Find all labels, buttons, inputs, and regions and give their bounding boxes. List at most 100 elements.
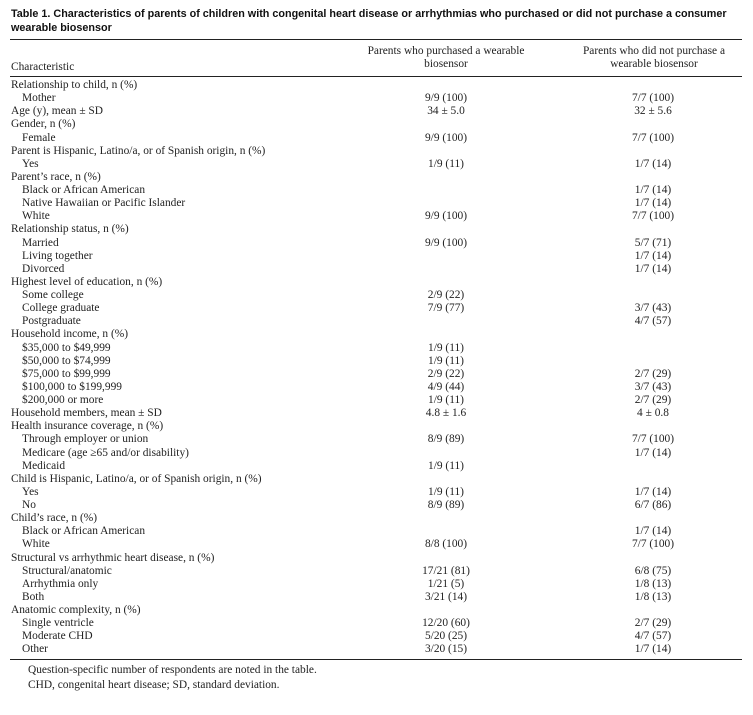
table-row: $100,000 to $199,999 4/9 (44) 3/7 (43) bbox=[0, 381, 753, 394]
not-purchased-value: 5/7 (71) bbox=[634, 236, 672, 249]
not-purchased-value: 1/7 (14) bbox=[634, 184, 672, 196]
purchased-value: 1/9 (11) bbox=[428, 485, 464, 498]
table-section-row: Anatomic complexity, n (%) bbox=[0, 604, 753, 617]
table-body: Relationship to child, n (%) Mother 9/9 (1… bbox=[0, 79, 753, 657]
row-label: Medicare (age ≥65 and/or disability) bbox=[22, 446, 189, 459]
row-label: Child is Hispanic, Latino/a, or of Spani… bbox=[11, 472, 262, 485]
purchased-value: 4/9 (44) bbox=[427, 380, 465, 393]
purchased-value: 5/20 (25) bbox=[424, 630, 468, 643]
not-purchased-value: 7/7 (100) bbox=[631, 131, 675, 144]
table-row: Yes 1/9 (11) 1/7 (14) bbox=[0, 158, 753, 171]
row-label: Structural/anatomic bbox=[22, 564, 112, 577]
row-label: Black or African American bbox=[22, 525, 146, 538]
row-label: Highest level of education, n (%) bbox=[11, 275, 163, 288]
not-purchased-value: 7/7 (100) bbox=[631, 210, 675, 223]
table-row: Mother 9/9 (100) 7/7 (100) bbox=[0, 92, 753, 105]
not-purchased-value: 1/7 (14) bbox=[634, 525, 672, 538]
row-label: $50,000 to $74,999 bbox=[22, 354, 111, 367]
row-label: Parent’s race, n (%) bbox=[11, 170, 101, 183]
row-label: Divorced bbox=[22, 262, 65, 275]
not-purchased-value: 32 ± 5.6 bbox=[634, 105, 672, 118]
row-label: White bbox=[22, 538, 50, 551]
header-purchased-line1: Parents who purchased a wearable bbox=[367, 45, 525, 57]
row-label: No bbox=[22, 499, 36, 511]
table-row: Native Hawaiian or Pacific Islander 1/7 (… bbox=[0, 197, 753, 210]
not-purchased-value: 6/7 (86) bbox=[634, 499, 672, 511]
purchased-value: 1/9 (11) bbox=[428, 354, 464, 367]
not-purchased-value: 3/7 (43) bbox=[634, 380, 672, 393]
row-label: Mother bbox=[22, 92, 56, 105]
purchased-value: 2/9 (22) bbox=[427, 367, 465, 380]
table-row: Medicare (age ≥65 and/or disability) 1/7 … bbox=[0, 447, 753, 460]
not-purchased-value: 4 ± 0.8 bbox=[637, 407, 669, 420]
purchased-value: 34 ± 5.0 bbox=[427, 105, 465, 118]
header-purchased-line2: biosensor bbox=[424, 58, 468, 70]
purchased-value: 1/21 (5) bbox=[427, 577, 465, 590]
not-purchased-value: 1/7 (14) bbox=[634, 485, 672, 498]
row-label: $75,000 to $99,999 bbox=[22, 367, 111, 380]
table-row: $35,000 to $49,999 1/9 (11) bbox=[0, 342, 753, 355]
table-section-row: Child is Hispanic, Latino/a, or of Spani… bbox=[0, 473, 753, 486]
row-label: Yes bbox=[22, 485, 39, 498]
table-row: College graduate 7/9 (77) 3/7 (43) bbox=[0, 302, 753, 315]
table-row: Arrhythmia only 1/21 (5) 1/8 (13) bbox=[0, 578, 753, 591]
row-label: Medicaid bbox=[22, 459, 66, 472]
not-purchased-value: 6/8 (75) bbox=[634, 564, 672, 577]
table-row: Single ventricle 12/20 (60) 2/7 (29) bbox=[0, 617, 753, 630]
row-label: College graduate bbox=[22, 302, 100, 315]
purchased-value: 2/9 (22) bbox=[427, 289, 465, 301]
not-purchased-value: 2/7 (29) bbox=[634, 617, 672, 630]
row-label: White bbox=[22, 210, 50, 223]
purchased-value: 7/9 (77) bbox=[427, 302, 465, 315]
purchased-value: 1/9 (11) bbox=[428, 341, 464, 354]
footnote-respondents: Question-specific number of respondents … bbox=[28, 664, 317, 676]
table-row: Married 9/9 (100) 5/7 (71) bbox=[0, 237, 753, 250]
not-purchased-value: 2/7 (29) bbox=[634, 367, 672, 380]
row-label: Moderate CHD bbox=[22, 630, 93, 643]
table-row: Other 3/20 (15) 1/7 (14) bbox=[0, 643, 753, 656]
not-purchased-value: 4/7 (57) bbox=[634, 630, 672, 643]
header-purchased: Parents who purchased a wearable biosens… bbox=[360, 45, 532, 71]
table-row: Postgraduate 4/7 (57) bbox=[0, 315, 753, 328]
purchased-value: 1/9 (11) bbox=[428, 459, 464, 472]
row-label: Married bbox=[22, 236, 59, 249]
row-label: Single ventricle bbox=[22, 617, 94, 630]
row-label: Through employer or union bbox=[22, 433, 149, 446]
not-purchased-value: 1/7 (14) bbox=[634, 157, 672, 170]
purchased-value: 17/21 (81) bbox=[422, 564, 470, 577]
row-label: Yes bbox=[22, 157, 39, 170]
row-label: Both bbox=[22, 590, 45, 603]
row-label: Some college bbox=[22, 289, 84, 301]
table-section-row: Household income, n (%) bbox=[0, 328, 753, 341]
table-row: Living together 1/7 (14) bbox=[0, 250, 753, 263]
purchased-value: 8/9 (89) bbox=[427, 433, 465, 446]
table-section-row: Parent’s race, n (%) bbox=[0, 171, 753, 184]
row-label: Female bbox=[22, 131, 56, 144]
not-purchased-value: 1/7 (14) bbox=[634, 197, 672, 210]
not-purchased-value: 3/7 (43) bbox=[634, 302, 672, 315]
row-label: $100,000 to $199,999 bbox=[22, 380, 122, 393]
row-label: $35,000 to $49,999 bbox=[22, 341, 111, 354]
not-purchased-value: 2/7 (29) bbox=[634, 394, 672, 406]
purchased-value: 9/9 (100) bbox=[424, 92, 468, 105]
header-not-purchased-line1: Parents who did not purchase a bbox=[582, 45, 726, 57]
row-label: Black or African American bbox=[22, 184, 146, 196]
table-row: Through employer or union 8/9 (89) 7/7 (10… bbox=[0, 433, 753, 446]
table-row: White 9/9 (100) 7/7 (100) bbox=[0, 210, 753, 223]
row-label: Health insurance coverage, n (%) bbox=[11, 420, 164, 433]
purchased-value: 3/21 (14) bbox=[424, 590, 468, 603]
table-title: Characteristics of parents of children w… bbox=[11, 8, 727, 34]
row-label: Relationship status, n (%) bbox=[11, 223, 129, 236]
table-section-row: Gender, n (%) bbox=[0, 118, 753, 131]
row-label: Child’s race, n (%) bbox=[11, 512, 98, 525]
row-label: Living together bbox=[22, 249, 93, 262]
row-label: Native Hawaiian or Pacific Islander bbox=[22, 197, 186, 210]
not-purchased-value: 7/7 (100) bbox=[631, 92, 675, 105]
table-section-row: Relationship to child, n (%) bbox=[0, 79, 753, 92]
table-row: Structural/anatomic 17/21 (81) 6/8 (75) bbox=[0, 565, 753, 578]
purchased-value: 1/9 (11) bbox=[428, 394, 464, 406]
table-section-row: Household members, mean ± SD 4.8 ± 1.6 4 ±… bbox=[0, 407, 753, 420]
purchased-value: 3/20 (15) bbox=[424, 643, 468, 656]
not-purchased-value: 4/7 (57) bbox=[634, 315, 672, 328]
row-label: Postgraduate bbox=[22, 315, 81, 328]
